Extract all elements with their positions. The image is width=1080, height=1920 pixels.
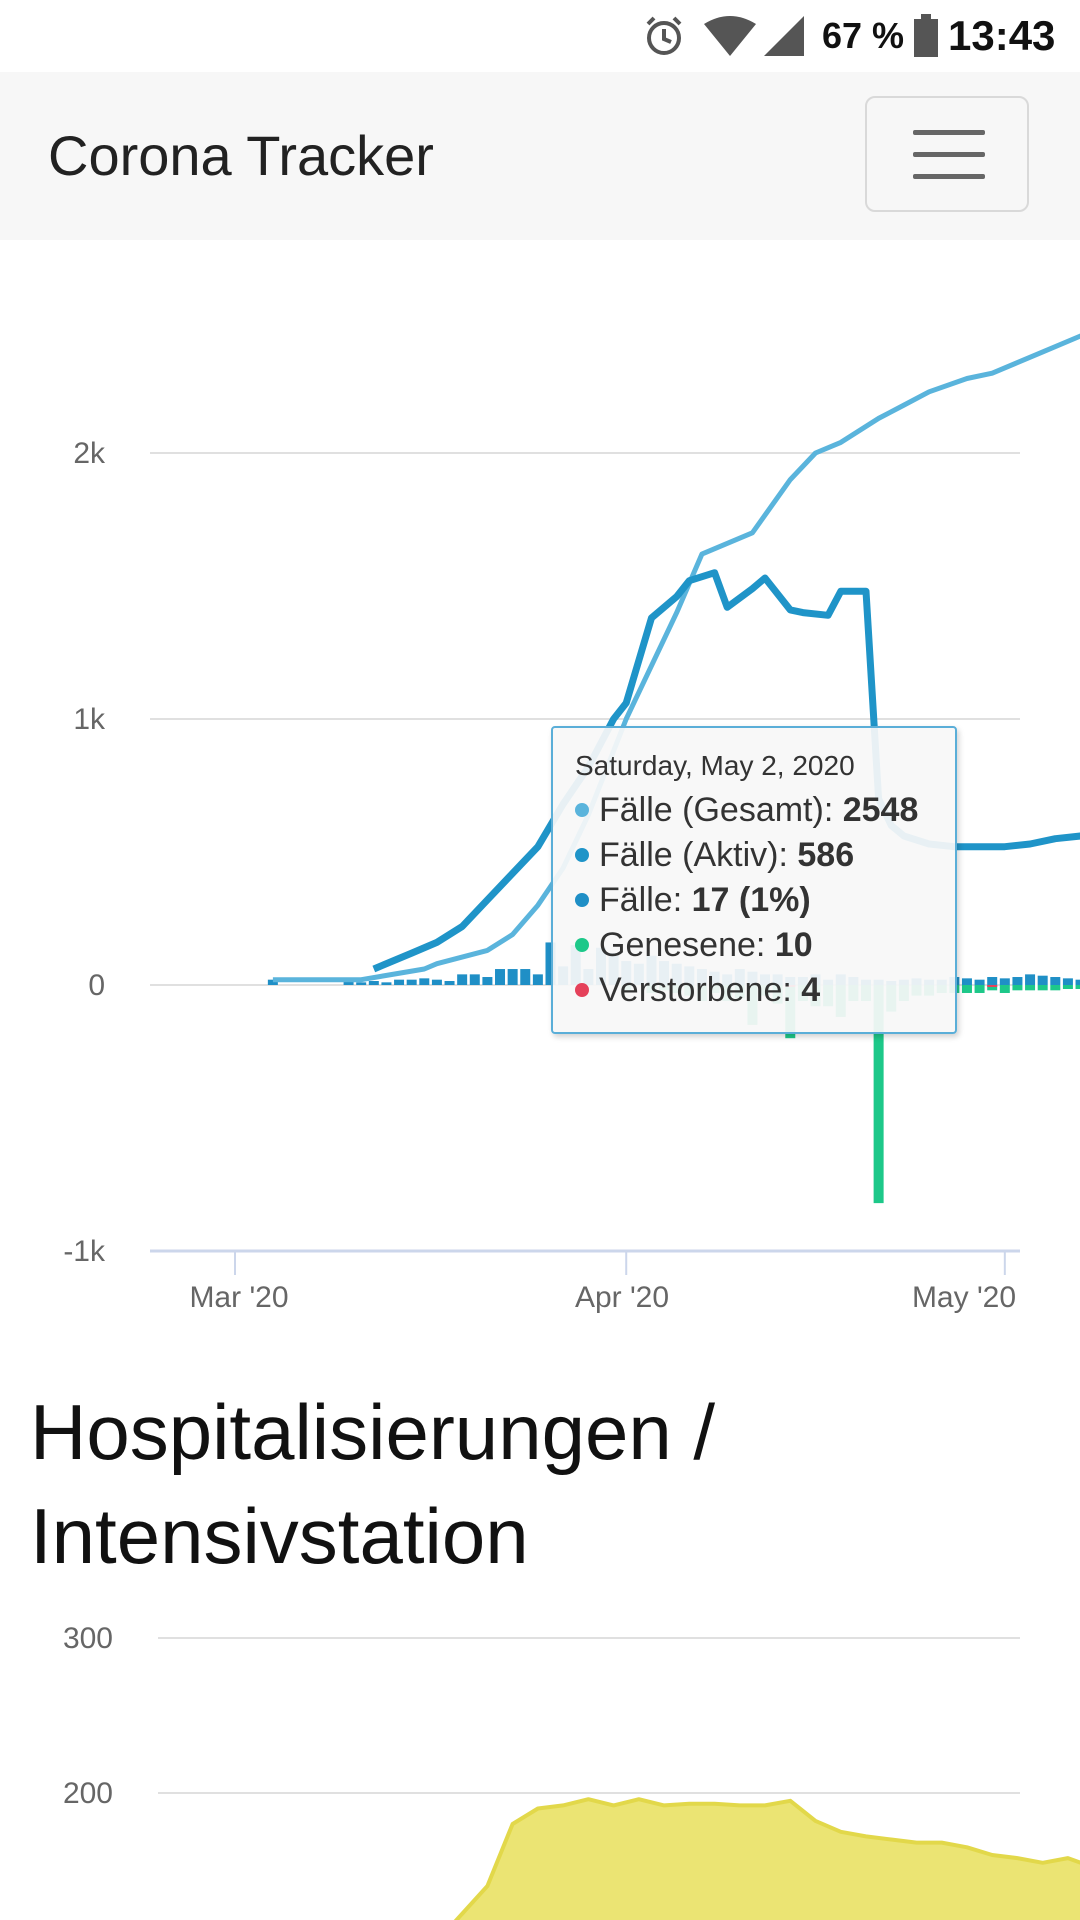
bar-new-cases [1025,974,1036,985]
battery-percent: 67 % [822,15,905,56]
signal-icon [762,0,806,72]
y-tick-label: 0 [88,969,105,1002]
bar-new-cases [406,979,417,985]
line-total-cases [272,333,1080,983]
total-dot-icon [575,803,589,818]
bar-new-cases [444,981,455,985]
line-active-cases [372,569,1080,973]
tooltip-row-deaths: Verstorbene: 4 [575,968,935,1013]
bar-new-cases [495,969,506,985]
bar-new-cases [507,969,518,985]
deaths-dot-icon [575,983,589,998]
section-title-hospital: Hospitalisierungen / Intensivstation [30,1388,716,1580]
bar-new-cases [394,979,405,985]
y-tick-label: 2k [73,437,106,470]
bar-recovered [1050,985,1061,991]
y-tick-label: 200 [63,1777,113,1810]
tooltip-row-new: Fälle: 17 (1%) [575,878,935,923]
bar-new-cases [974,979,985,985]
x-tick-label: May '20 [912,1281,1016,1314]
menu-toggle-button[interactable] [865,96,1029,212]
hamburger-menu-icon [913,130,985,179]
bar-new-cases [1050,977,1061,985]
y-tick-label: 1k [73,703,106,736]
bar-recovered [961,985,972,993]
bar-deaths [987,985,998,987]
battery-icon [912,0,940,72]
status-bar: 67 % 13:43 [0,0,1080,72]
chart-tooltip: Saturday, May 2, 2020 Fälle (Gesamt): 25… [551,726,957,1034]
bar-new-cases [431,979,442,985]
active-dot-icon [575,848,589,863]
brand-title[interactable]: Corona Tracker [48,124,434,187]
bar-new-cases [999,978,1010,985]
bar-recovered [1025,985,1036,991]
bar-recovered [873,985,884,1204]
bar-recovered [1075,985,1080,989]
bar-new-cases [267,979,278,985]
bar-new-cases [368,981,379,985]
bar-new-cases [469,974,480,985]
bar-new-cases [343,981,354,985]
x-tick-label: Mar '20 [189,1281,288,1314]
bar-recovered [974,985,985,993]
tooltip-row-recovered: Genesene: 10 [575,923,935,968]
bar-new-cases [1062,978,1073,985]
bar-new-cases [381,982,392,985]
bar-new-cases [987,977,998,985]
bar-recovered [999,985,1010,993]
bar-recovered [1012,985,1023,991]
bar-new-cases [961,978,972,985]
alarm-icon [640,0,688,72]
bar-new-cases [419,978,430,985]
clock-time: 13:43 [948,12,1056,59]
x-tick-label: Apr '20 [575,1281,669,1314]
bar-new-cases [1075,979,1080,985]
tooltip-date: Saturday, May 2, 2020 [575,750,855,781]
bar-recovered [1062,985,1073,989]
bar-new-cases [1012,977,1023,985]
tooltip-row-active: Fälle (Aktiv): 586 [575,833,935,878]
bar-new-cases [532,974,543,985]
wifi-icon [702,0,758,72]
y-tick-label: -1k [63,1235,106,1268]
bar-new-cases [520,969,531,985]
bar-new-cases [482,977,493,985]
bar-new-cases [545,942,556,985]
area-hospitalizations [453,1797,1080,1920]
bar-new-cases [457,974,468,985]
y-tick-label: 300 [63,1622,113,1655]
bar-new-cases [356,982,367,985]
bar-recovered [987,985,998,991]
tooltip-row-total: Fälle (Gesamt): 2548 [575,788,935,833]
recovered-dot-icon [575,938,589,953]
bar-new-cases [1037,975,1048,985]
new-dot-icon [575,893,589,908]
hospital-chart: 300 200 [63,1622,1080,1920]
bar-recovered [1037,985,1048,991]
